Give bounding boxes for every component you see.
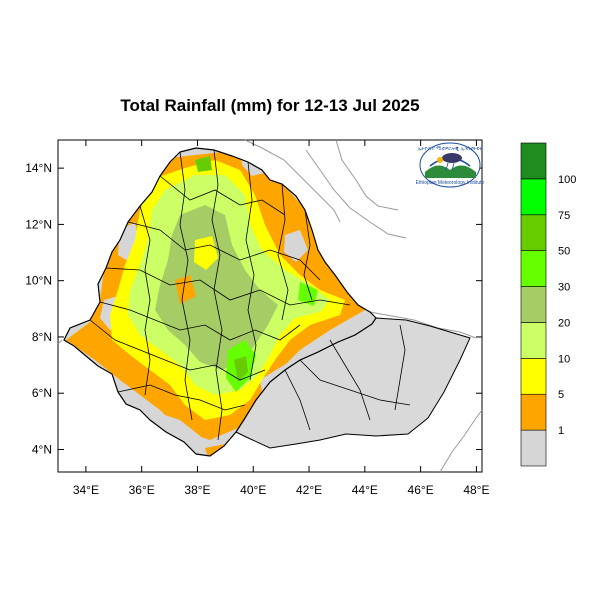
ethiopia-outline <box>63 147 377 457</box>
institute-logo: ኢትዮጵያ ሚቲዎሮሎጂ ኢንስቲትዩት Ethiopian Meteorolo… <box>416 142 485 188</box>
legend-swatch <box>520 393 547 431</box>
legend-swatch <box>520 358 547 395</box>
y-tick-label: 10°N <box>25 274 52 288</box>
y-tick-label: 14°N <box>25 161 52 175</box>
map-title: Total Rainfall (mm) for 12-13 Jul 2025 <box>120 96 420 115</box>
somali-inner-borders <box>284 324 411 431</box>
rainfall-field <box>66 150 372 456</box>
legend-swatch <box>520 214 547 251</box>
legend-swatch <box>520 250 547 287</box>
legend-swatch <box>520 322 547 359</box>
legend-label: 50 <box>558 246 570 258</box>
logo-text-english: Ethiopian Meteorology Institute <box>416 180 485 186</box>
x-tick-label: 40°E <box>240 483 266 497</box>
legend-swatch <box>520 178 547 216</box>
legend-label: 30 <box>558 282 570 294</box>
admin-boundaries <box>89 149 351 441</box>
legend-label: 10 <box>558 353 570 365</box>
legend-label: 1 <box>558 425 564 437</box>
x-tick-label: 42°E <box>296 483 322 497</box>
y-tick-label: 4°N <box>32 442 52 456</box>
axis-ticks: 34°E 36°E 38°E 40°E 42°E 44°E 46°E 48°E 4°N 6°N 8°… <box>25 140 489 497</box>
y-tick-label: 6°N <box>32 386 52 400</box>
legend-swatch <box>520 142 547 180</box>
x-tick-label: 46°E <box>408 483 434 497</box>
legend: 1 5 10 20 30 50 75 100 <box>520 142 576 467</box>
x-tick-label: 44°E <box>352 483 378 497</box>
y-tick-label: 12°N <box>25 217 52 231</box>
logo-text-amharic: ኢትዮጵያ ሚቲዎሮሎጂ ኢንስቲትዩት <box>417 146 483 152</box>
x-tick-label: 48°E <box>463 483 489 497</box>
x-tick-label: 34°E <box>73 483 99 497</box>
x-tick-label: 38°E <box>184 483 210 497</box>
legend-label: 75 <box>558 210 570 222</box>
legend-label: 5 <box>558 389 564 401</box>
neighbor-borders <box>57 139 483 473</box>
legend-swatch <box>520 429 547 467</box>
legend-swatch <box>520 286 547 323</box>
y-tick-label: 8°N <box>32 330 52 344</box>
legend-label: 20 <box>558 317 570 329</box>
legend-label: 100 <box>558 174 576 186</box>
x-tick-label: 36°E <box>129 483 155 497</box>
